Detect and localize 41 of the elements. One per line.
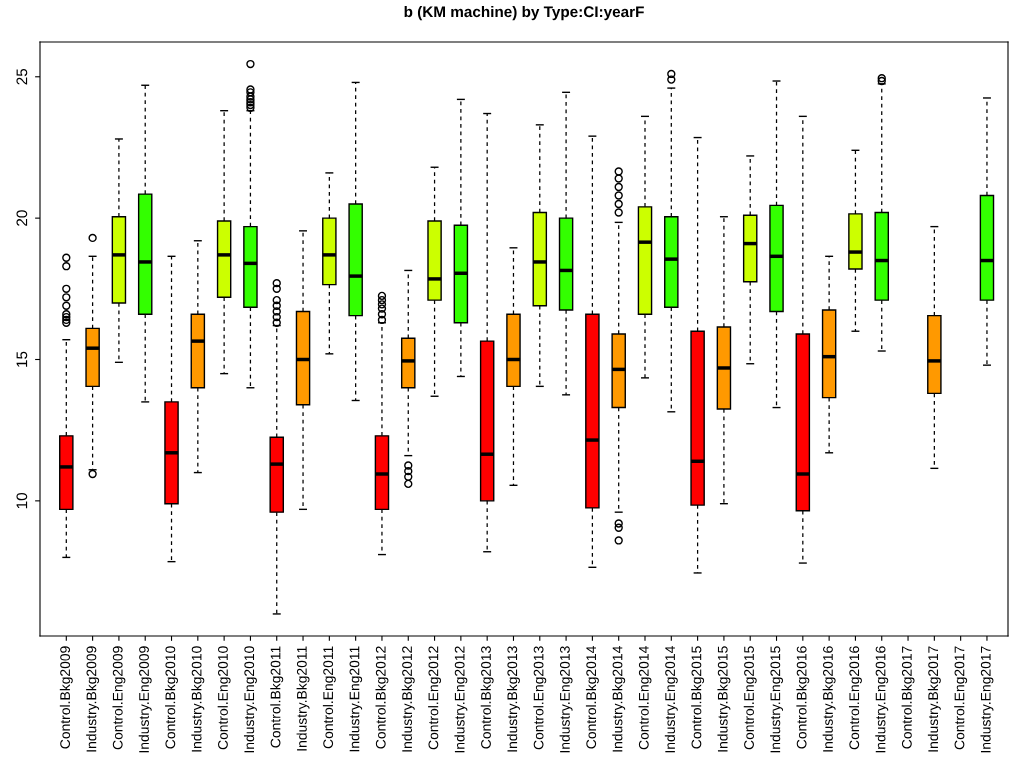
x-tick-label: Control.Bkg2012 — [375, 646, 389, 749]
x-tick-label: Control.Bkg2016 — [796, 646, 810, 749]
x-tick-label: Industry.Eng2017 — [980, 646, 994, 753]
x-tick-label: Control.Bkg2009 — [59, 646, 73, 749]
x-tick-label: Industry.Bkg2011 — [296, 646, 310, 751]
x-tick-label: Industry.Bkg2016 — [822, 646, 836, 752]
y-tick-label: 25 — [16, 68, 28, 85]
x-tick-label: Control.Bkg2013 — [480, 646, 494, 749]
x-tick-label: Control.Bkg2017 — [901, 646, 915, 749]
y-tick-label: 20 — [16, 210, 28, 226]
x-tick-label: Industry.Bkg2013 — [507, 646, 520, 752]
x-tick-label: Industry.Bkg2015 — [717, 646, 731, 752]
x-tick-label: Control.Eng2010 — [217, 646, 231, 750]
y-tick-label: 15 — [16, 351, 28, 367]
x-tick-label: Industry.Bkg2014 — [612, 646, 626, 752]
x-tick-label: Industry.Bkg2017 — [927, 646, 941, 752]
x-tick-label: Control.Bkg2014 — [585, 646, 599, 749]
chart-title: b (KM machine) by Type:CI:yearF — [404, 5, 644, 21]
x-tick-label: Control.Bkg2015 — [691, 646, 705, 749]
x-tick-label: Control.Eng2017 — [954, 646, 968, 750]
x-tick-label: Industry.Bkg2012 — [401, 646, 415, 752]
x-tick-label: Industry.Bkg2009 — [86, 646, 100, 752]
x-tick-label: Control.Bkg2010 — [165, 646, 178, 749]
x-tick-label: Industry.Eng2010 — [243, 646, 257, 753]
x-tick-label: Industry.Eng2016 — [875, 646, 889, 753]
x-tick-label: Control.Eng2011 — [322, 646, 336, 749]
x-tick-label: Industry.Eng2013 — [559, 646, 573, 753]
x-tick-label: Industry.Bkg2010 — [191, 646, 205, 752]
x-tick-label: Control.Bkg2011 — [270, 646, 284, 748]
x-tick-label: Industry.Eng2014 — [664, 646, 678, 753]
x-tick-label: Control.Eng2012 — [428, 646, 442, 750]
x-tick-label: Control.Eng2016 — [848, 646, 862, 750]
x-tick-label: Control.Eng2013 — [533, 646, 547, 750]
x-tick-label: Industry.Eng2012 — [454, 646, 468, 753]
x-tick-label: Control.Eng2009 — [112, 646, 126, 750]
x-tick-label: Industry.Eng2011 — [349, 646, 363, 752]
x-tick-label: Control.Eng2014 — [638, 646, 652, 750]
x-tick-label: Industry.Eng2015 — [770, 646, 783, 753]
x-tick-label: Industry.Eng2009 — [138, 646, 152, 753]
y-tick-label: 10 — [16, 492, 28, 509]
x-tick-label: Control.Eng2015 — [743, 646, 757, 750]
